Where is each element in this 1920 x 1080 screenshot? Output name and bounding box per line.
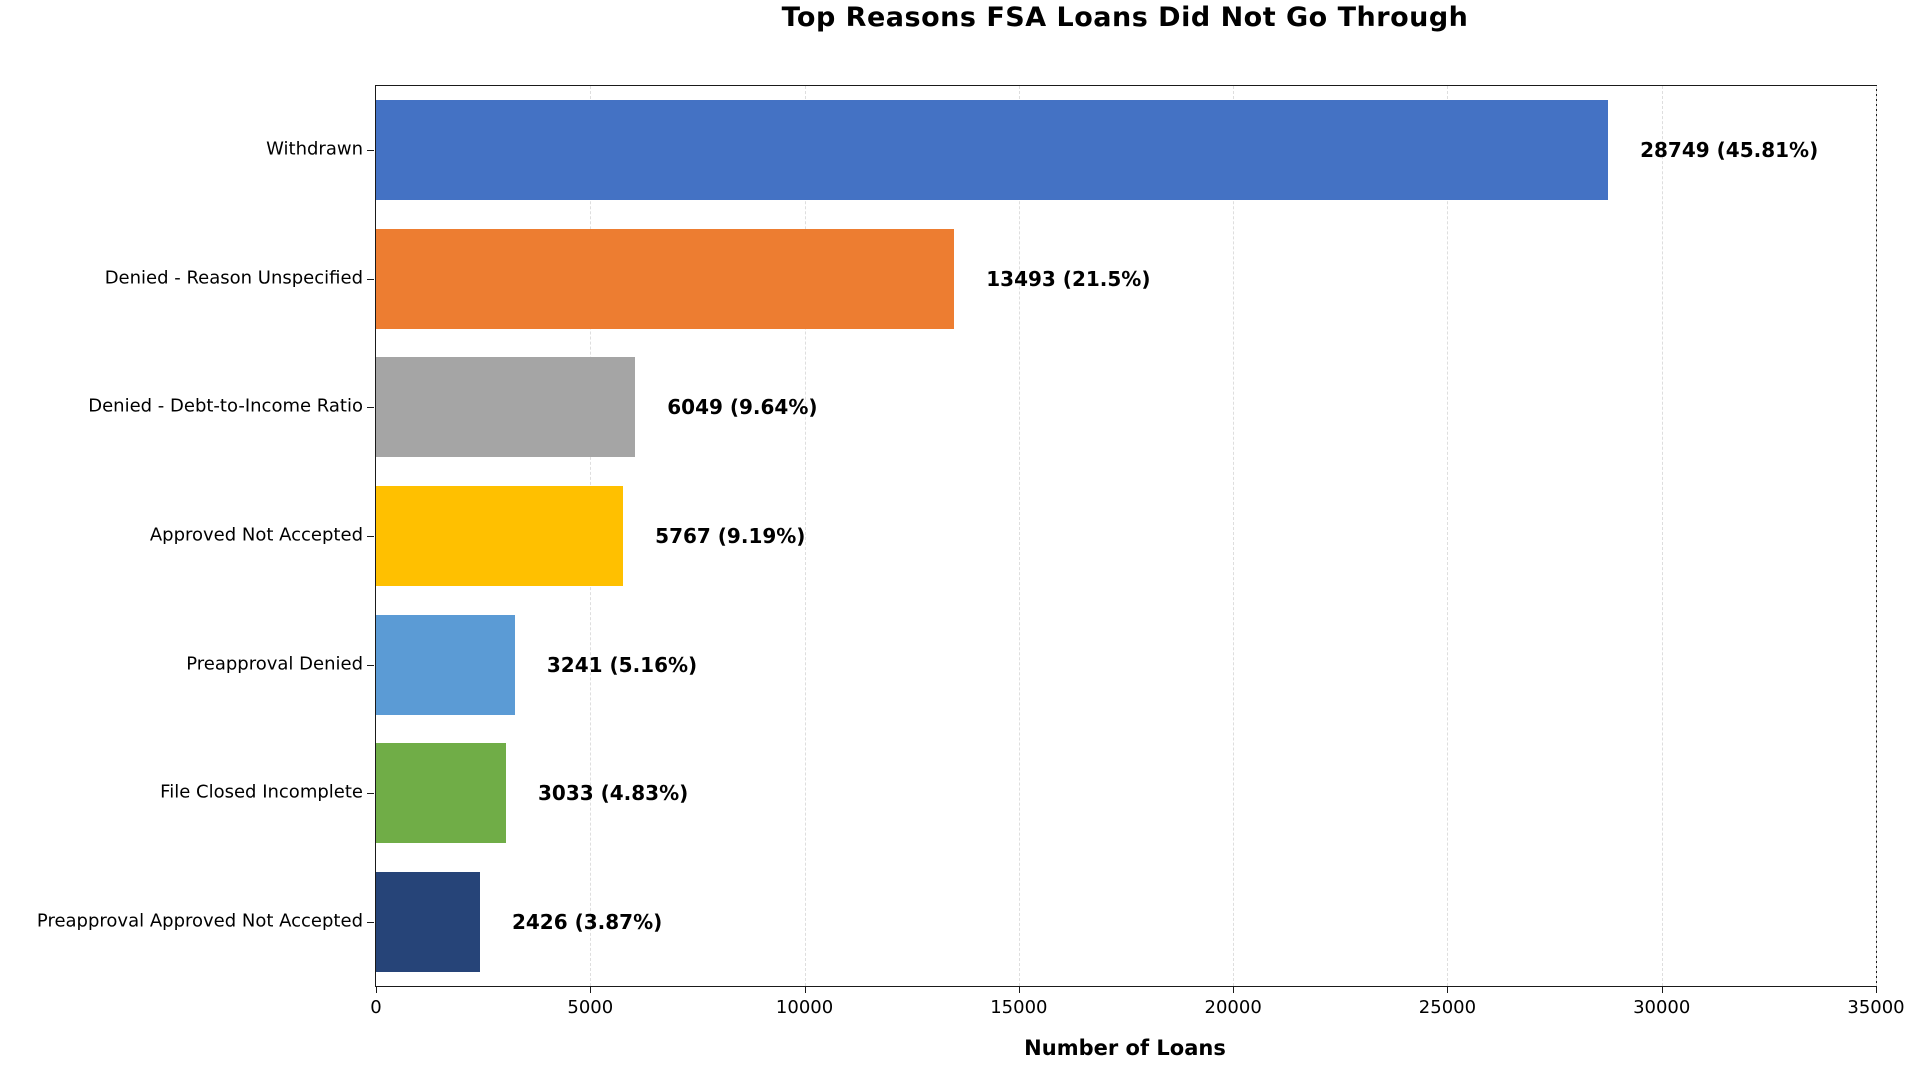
gridline xyxy=(804,86,806,986)
gridline xyxy=(1233,86,1235,986)
x-tick-label: 30000 xyxy=(1633,997,1691,1018)
bar-denied-debt-to-income-ratio xyxy=(376,357,636,458)
bar-value-label: 3241 (5.16%) xyxy=(546,652,698,677)
bar-preapproval-approved-not-accepted xyxy=(376,871,480,972)
y-tick-mark xyxy=(367,664,375,666)
x-tick-mark xyxy=(1661,986,1663,993)
category-label: Preapproval Denied xyxy=(186,653,363,675)
y-tick-mark xyxy=(367,407,375,409)
bar-value-label: 5767 (9.19%) xyxy=(655,524,806,548)
gridline xyxy=(1876,86,1877,986)
gridline xyxy=(1447,86,1449,986)
category-label: Preapproval Approved Not Accepted xyxy=(36,910,363,932)
category-label: Approved Not Accepted xyxy=(149,524,363,546)
x-tick-label: 35000 xyxy=(1847,997,1905,1018)
x-tick-mark xyxy=(1447,986,1449,993)
x-tick-label: 10000 xyxy=(775,997,834,1018)
x-tick-mark xyxy=(590,986,592,993)
y-tick-mark xyxy=(367,536,375,537)
bar-value-label: 6049 (9.64%) xyxy=(667,395,818,420)
bar-value-label: 3033 (4.83%) xyxy=(537,781,689,806)
x-tick-mark xyxy=(1876,986,1877,993)
bar-preapproval-denied xyxy=(376,614,515,715)
category-label: Denied - Reason Unspecified xyxy=(104,267,363,289)
plot-area: 28749 (45.81%) 13493 (21.5%) 6049 (9.64%) 5… xyxy=(367,85,1905,1018)
x-tick-label: 15000 xyxy=(990,997,1048,1018)
y-tick-mark xyxy=(367,150,375,152)
gridline xyxy=(1661,86,1663,986)
bar-value-label: 28749 (45.81%) xyxy=(1640,138,1819,163)
bar-file-closed-incomplete xyxy=(376,743,506,844)
y-tick-mark xyxy=(367,793,375,795)
x-tick-label: 20000 xyxy=(1204,997,1262,1018)
y-axis-labels: Withdrawn Denied - Reason Unspecified Deni… xyxy=(0,85,363,985)
category-label: Withdrawn xyxy=(266,138,363,160)
gridline xyxy=(1018,86,1020,986)
bar-withdrawn xyxy=(376,100,1609,201)
x-tick-mark xyxy=(804,986,806,993)
category-label: Denied - Debt-to-Income Ratio xyxy=(88,395,363,417)
category-label: File Closed Incomplete xyxy=(160,781,363,803)
bar-approved-not-accepted xyxy=(376,486,624,586)
x-tick-mark xyxy=(1018,986,1020,993)
bar-value-label: 2426 (3.87%) xyxy=(511,909,663,934)
x-tick-label: 0 xyxy=(370,997,382,1018)
bar-value-label: 13493 (21.5%) xyxy=(986,266,1151,291)
x-tick-mark xyxy=(376,986,377,993)
x-tick-label: 5000 xyxy=(567,997,614,1018)
chart-title: Top Reasons FSA Loans Did Not Go Through xyxy=(781,2,1469,33)
x-tick-mark xyxy=(1233,986,1235,993)
x-tick-label: 25000 xyxy=(1418,997,1477,1018)
y-tick-mark xyxy=(367,921,375,923)
y-tick-mark xyxy=(367,278,375,280)
x-axis-label: Number of Loans xyxy=(1024,1036,1226,1060)
bar-denied-reason-unspecified xyxy=(376,228,955,329)
